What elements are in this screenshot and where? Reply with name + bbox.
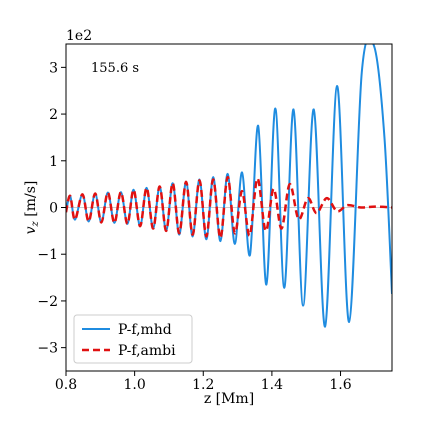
y-axis-label-unit: [m/s] — [23, 181, 39, 222]
x-axis-label: z [Mm] — [204, 391, 254, 407]
x-tick-label: 1.6 — [329, 377, 351, 393]
y-offset-text: 1e2 — [66, 28, 92, 44]
y-axis-label: vz [m/s] — [23, 181, 41, 235]
y-tick-label: −2 — [37, 294, 58, 310]
y-tick-label: 1 — [49, 154, 58, 170]
y-tick-label: 3 — [49, 60, 58, 76]
legend: P-f,mhd P-f,ambi — [73, 314, 193, 364]
legend-box — [73, 314, 193, 364]
y-axis-label-subscript: z — [30, 220, 41, 227]
y-tick-label: −1 — [37, 247, 58, 263]
plot-series — [66, 44, 392, 328]
y-axis-label-main: v — [23, 226, 39, 234]
x-tick-label: 1.0 — [123, 377, 145, 393]
y-tick-label: −3 — [37, 341, 58, 357]
y-tick-label: 0 — [49, 201, 58, 217]
x-tick-label: 1.4 — [261, 377, 283, 393]
y-axis-ticks: −3 −2 −1 0 1 2 3 — [37, 60, 66, 357]
legend-label-mhd: P-f,mhd — [118, 322, 172, 338]
time-annotation: 155.6 s — [91, 61, 139, 76]
legend-label-ambi: P-f,ambi — [118, 343, 176, 359]
x-tick-label: 1.2 — [192, 377, 214, 393]
x-axis-ticks: 0.8 1.0 1.2 1.4 1.6 — [55, 371, 352, 393]
y-tick-label: 2 — [49, 107, 58, 123]
series-line-ambi — [66, 175, 392, 240]
x-tick-label: 0.8 — [55, 377, 77, 393]
